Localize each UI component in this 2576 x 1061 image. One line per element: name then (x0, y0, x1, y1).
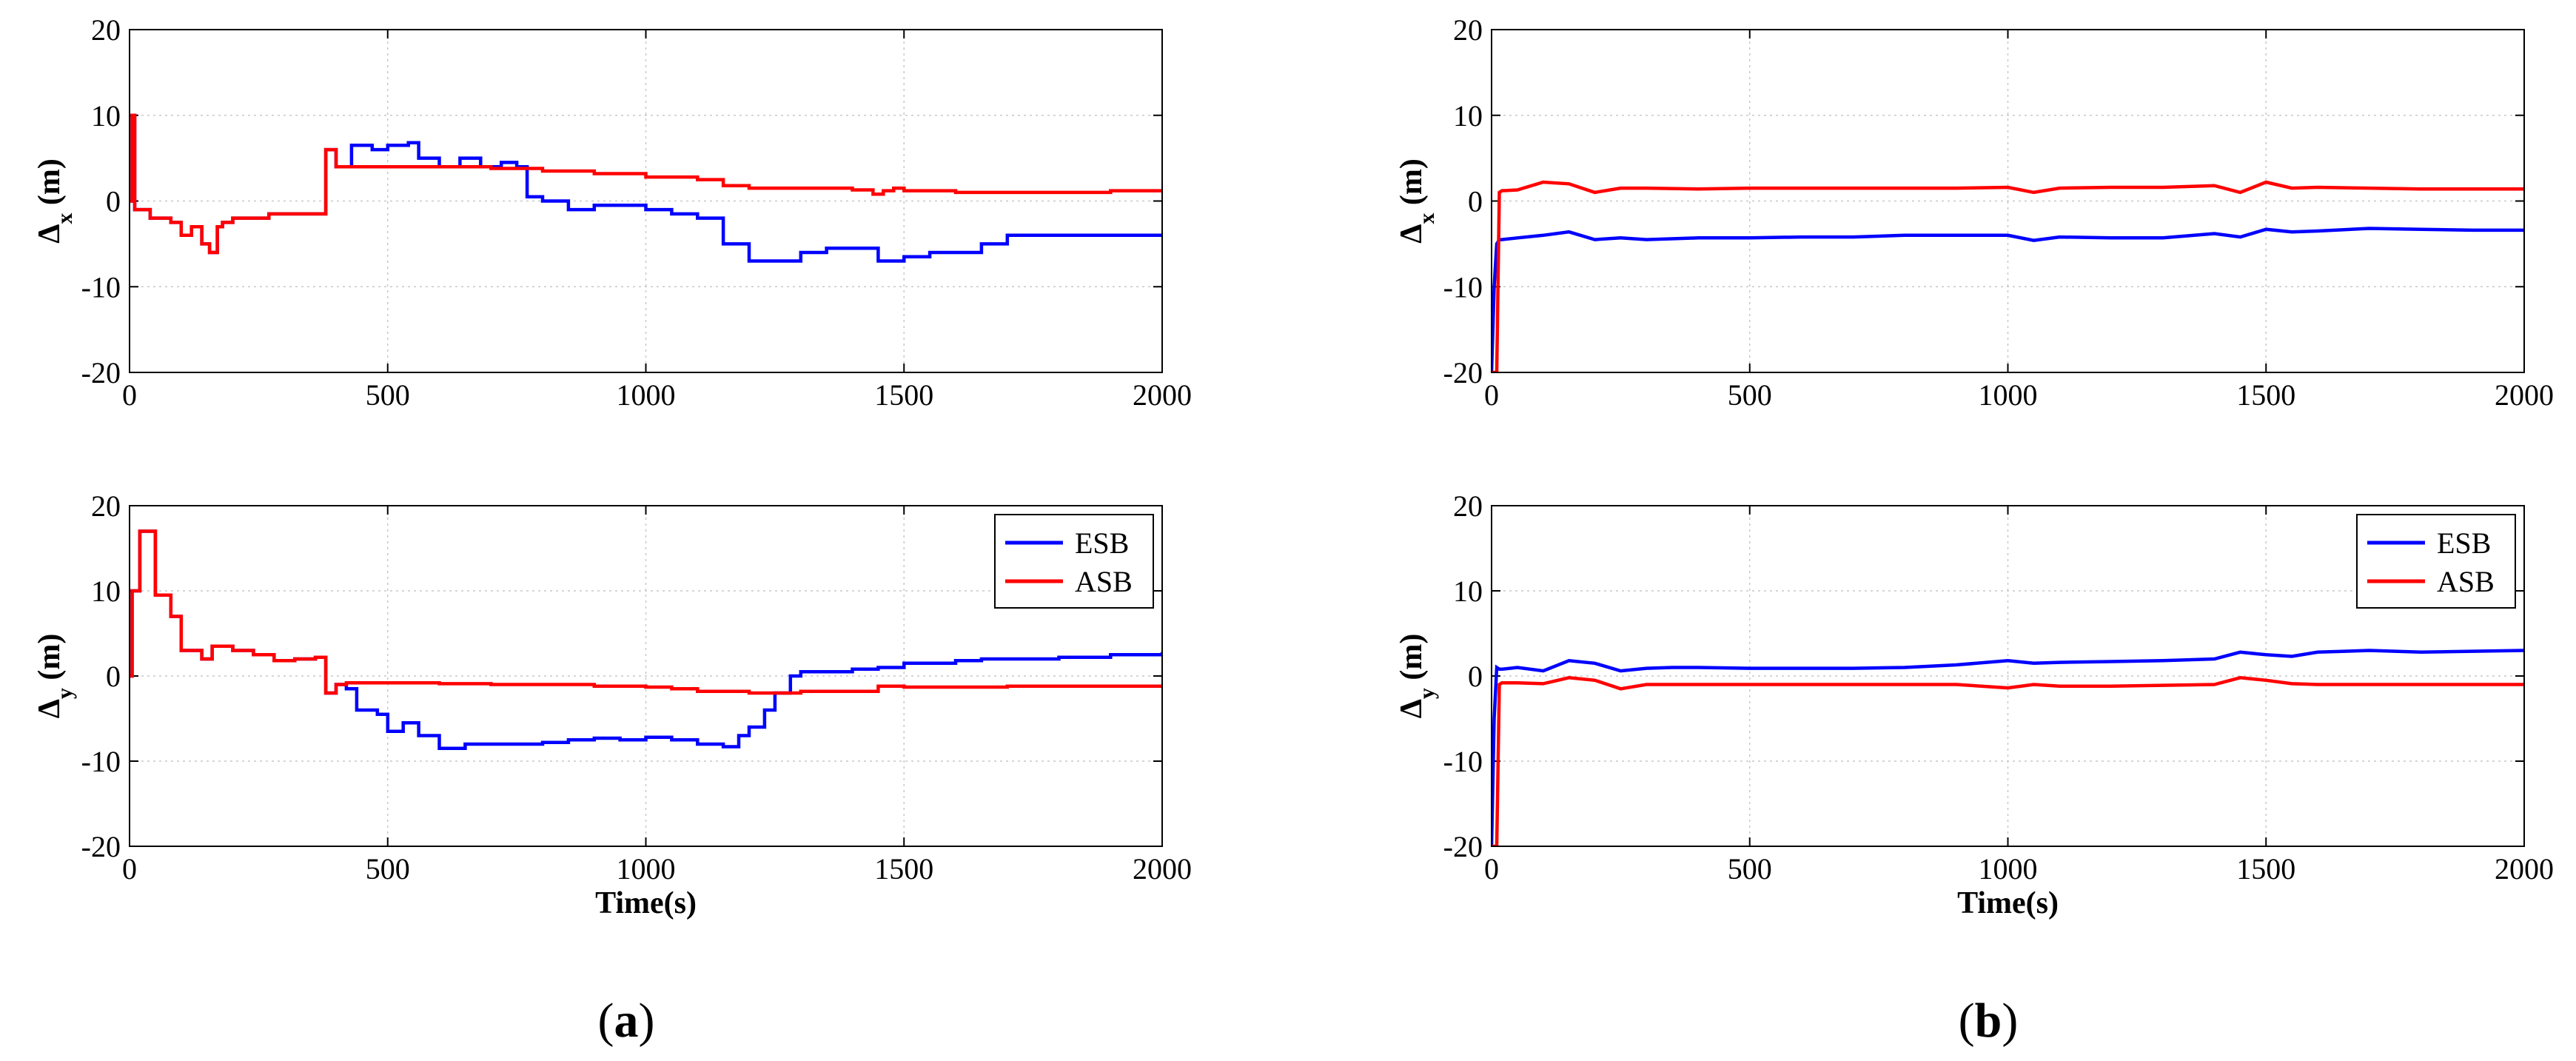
x-tick-label: 500 (366, 852, 410, 886)
axes-frame (1491, 505, 2525, 847)
series-group (130, 529, 1162, 751)
series-group (1492, 180, 2524, 372)
series-line-asb (1492, 180, 2524, 372)
chart-b-top: 0 500 1000 1500 2000 20 10 0 -10 -20 Δx (m) (1395, 13, 2554, 412)
x-tick-label: 1500 (874, 852, 933, 886)
y-tick-label: 0 (1468, 660, 1483, 693)
legend-label-esb: ESB (1075, 526, 1129, 560)
grid (130, 30, 1162, 372)
y-tick-label: 20 (1453, 489, 1483, 523)
series-group (130, 113, 1162, 263)
y-tick-label: -20 (1443, 356, 1483, 389)
x-tick-label: 0 (122, 378, 137, 412)
x-tick-label: 1000 (1979, 852, 2038, 886)
legend-box (994, 514, 1154, 609)
y-tick-label: 20 (1453, 13, 1483, 47)
y-tick-label: 0 (1468, 185, 1483, 218)
x-tick-label: 2000 (1133, 852, 1192, 886)
grid (1492, 30, 2524, 372)
y-tick-label: -10 (81, 270, 121, 304)
y-tick-label: 0 (106, 660, 121, 693)
x-tick-label: 500 (1728, 852, 1772, 886)
legend-label-asb: ASB (2437, 565, 2495, 598)
chart-b-bottom: 0 500 1000 1500 2000 20 10 0 -10 -20 Δy (m) Time(s)… (1395, 489, 2554, 920)
x-tick-label: 2000 (2495, 378, 2554, 412)
legend: ESB ASB (2356, 514, 2516, 609)
x-tick-label: 500 (1728, 378, 1772, 412)
x-tick-label: 1500 (2236, 378, 2295, 412)
y-tick-label: 20 (91, 489, 121, 523)
x-tick-label: 2000 (1133, 378, 1192, 412)
y-axis-label: Δx (m) (33, 158, 77, 244)
x-tick-label: 500 (366, 378, 410, 412)
y-tick-label: -10 (81, 745, 121, 778)
panel-label-b: (b) (1959, 994, 2019, 1048)
y-tick-label: -10 (1443, 270, 1483, 304)
y-axis-label: Δy (m) (33, 634, 77, 719)
series-line-asb (130, 529, 1162, 695)
chart-a-bottom: 0 500 1000 1500 2000 20 10 0 -10 -20 Δy (m) Time(s)… (33, 489, 1192, 920)
series-line-asb (130, 113, 1162, 255)
legend-label-asb: ASB (1075, 565, 1133, 598)
x-tick-label: 1000 (617, 852, 676, 886)
x-tick-label: 1000 (617, 378, 676, 412)
legend: ESB ASB (994, 514, 1154, 609)
axes-frame (129, 505, 1163, 847)
y-tick-label: -20 (81, 830, 121, 863)
x-tick-label: 0 (1484, 852, 1499, 886)
y-tick-label: 0 (106, 185, 121, 218)
y-axis-label: Δx (m) (1395, 158, 1439, 244)
x-tick-label: 2000 (2495, 852, 2554, 886)
y-tick-label: -20 (81, 356, 121, 389)
axes-frame (1491, 29, 2525, 373)
y-tick-label: -20 (1443, 830, 1483, 863)
x-tick-label: 1000 (1979, 378, 2038, 412)
x-axis-label: Time(s) (595, 886, 697, 920)
grid (1492, 506, 2524, 846)
legend-box (2356, 514, 2516, 609)
series-group (1492, 649, 2524, 846)
axes-frame (129, 29, 1163, 373)
chart-a-top: 0 500 1000 1500 2000 20 10 0 -10 -20 Δx (m) (33, 13, 1192, 412)
x-tick-label: 0 (122, 852, 137, 886)
y-axis-label: Δy (m) (1395, 634, 1439, 719)
series-line-asb (1492, 676, 2524, 846)
y-tick-label: -10 (1443, 745, 1483, 778)
x-tick-label: 1500 (2236, 852, 2295, 886)
series-line-esb (1492, 649, 2524, 846)
x-tick-label: 1500 (874, 378, 933, 412)
y-tick-label: 20 (91, 13, 121, 47)
y-tick-label: 10 (1453, 99, 1483, 133)
y-tick-label: 10 (91, 575, 121, 608)
x-axis-label: Time(s) (1957, 886, 2059, 920)
y-tick-label: 10 (1453, 575, 1483, 608)
panel-label-a: (a) (598, 994, 655, 1048)
y-tick-label: 10 (91, 99, 121, 133)
x-tick-label: 0 (1484, 378, 1499, 412)
series-line-esb (1492, 227, 2524, 372)
grid (130, 506, 1162, 846)
legend-label-esb: ESB (2437, 526, 2491, 560)
